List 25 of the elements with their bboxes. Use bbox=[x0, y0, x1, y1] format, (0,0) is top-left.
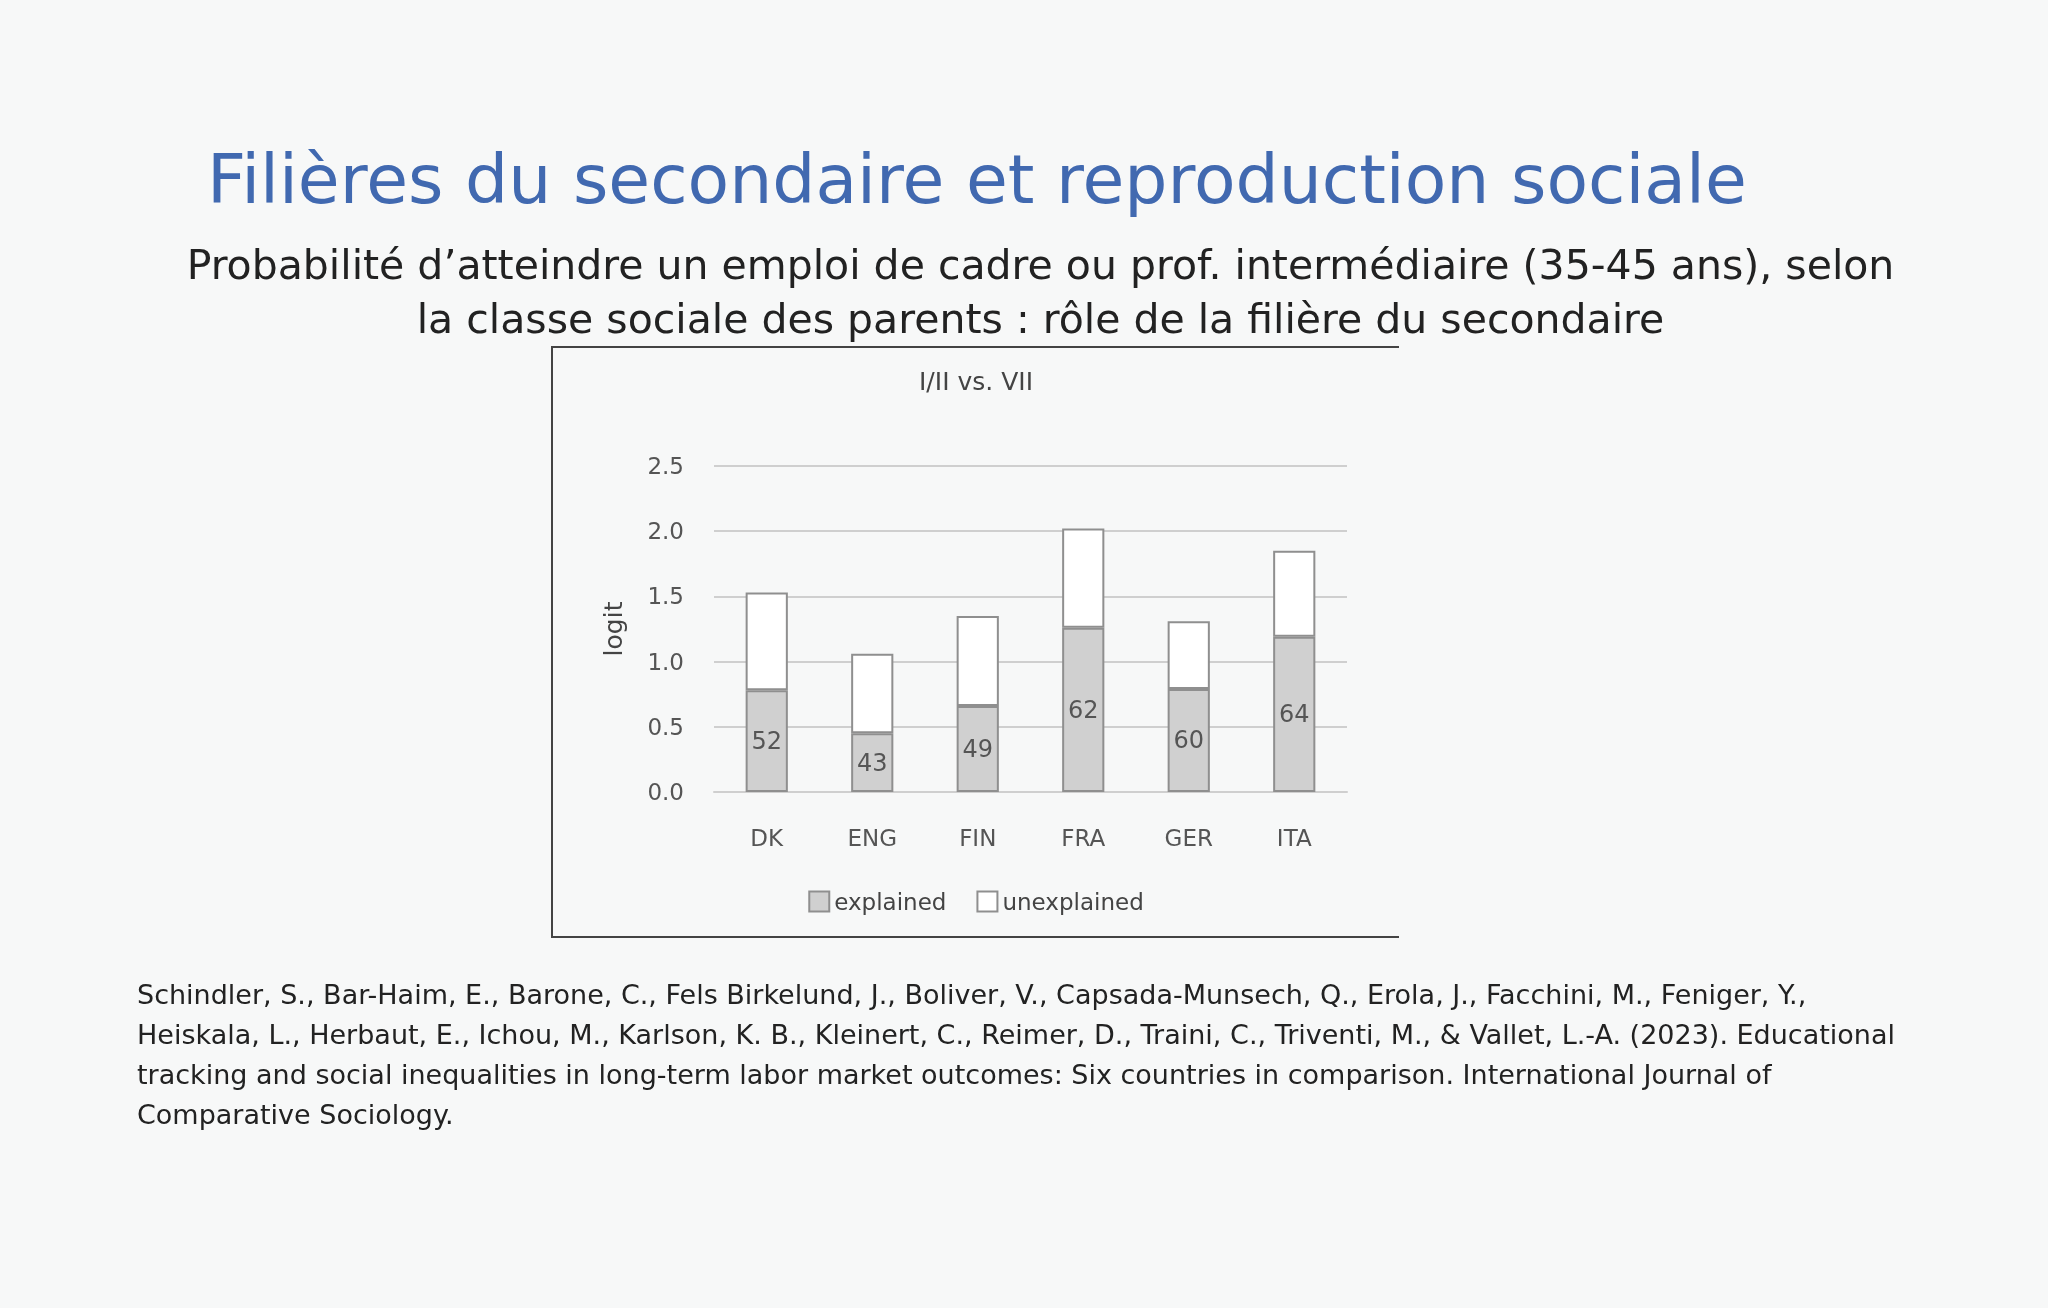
y-tick-label: 2.5 bbox=[647, 453, 684, 479]
x-tick-label: ENG bbox=[847, 824, 898, 851]
y-tick-label: 0.5 bbox=[647, 713, 684, 740]
legend-label: explained bbox=[834, 888, 947, 915]
annotation: 49 bbox=[962, 734, 994, 763]
y-tick-label: 1.0 bbox=[647, 648, 684, 675]
y-tick-label: 1.5 bbox=[647, 583, 684, 610]
text: Schindler, S., Bar-Haim, E., Barone, C., Fels Birkelund, J., Boliver, V., Capsada-Munsech, Q., Erola, J., Facchini, M., Feniger, Y., Heiskala, L., Herbaut, E., Ichou, M., Karlson, K. B., Kleinert, C., Reimer, D., Traini, C., Triventi, M., & Vallet, L.-A. (2023). Educational tracking and social inequalities in long-term labor market outcomes: Six countries in comparison. International Journal of Comparative Sociology. bbox=[137, 979, 1896, 1130]
annotation: 52 bbox=[751, 727, 783, 756]
x-tick-label: FIN bbox=[959, 824, 997, 851]
annotation: 43 bbox=[856, 748, 888, 777]
chart-title: Filières du secondaire et reproduction sociale bbox=[207, 140, 1747, 219]
x-tick-label: ITA bbox=[1276, 824, 1312, 851]
y-axis-title: logit bbox=[599, 601, 628, 657]
annotation: 60 bbox=[1173, 726, 1205, 755]
legend-label: unexplained bbox=[1002, 888, 1144, 915]
x-tick-label: DK bbox=[750, 824, 785, 851]
y-tick-label: 2.0 bbox=[647, 518, 684, 545]
x-tick-label: FRA bbox=[1061, 824, 1106, 851]
x-tick-label: GER bbox=[1164, 824, 1213, 851]
y-tick-label: 0.0 bbox=[647, 779, 684, 805]
annotation: 62 bbox=[1067, 695, 1099, 724]
chart-subtitle: Probabilité d’atteindre un emploi de cadre ou prof. intermédiaire (35-45 ans), selon la classe sociale des parents : rôle de la filière du secondaire bbox=[185, 240, 1896, 345]
text: I/II vs. VII bbox=[918, 367, 1034, 396]
annotation: 64 bbox=[1278, 700, 1310, 729]
